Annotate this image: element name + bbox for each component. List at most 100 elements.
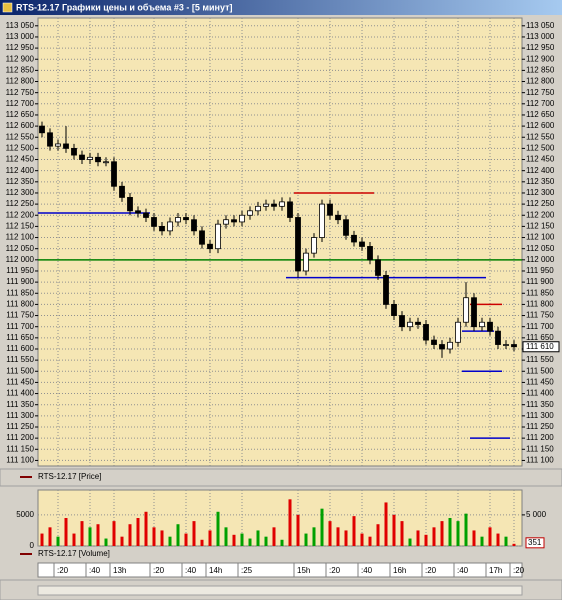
last-price-box — [522, 341, 560, 353]
y-tick-label: 111 200 — [526, 433, 554, 442]
volume-bar — [496, 533, 500, 546]
candle-body — [511, 344, 517, 348]
price-plot — [37, 17, 523, 467]
candle-body — [55, 143, 61, 147]
volume-bar — [112, 521, 116, 546]
window-title: RTS-12.17 Графики цены и объема #3 - [5 … — [16, 2, 233, 12]
candle-body — [335, 214, 341, 221]
candle-body — [303, 252, 309, 272]
volume-bar — [120, 536, 124, 546]
candle-body — [455, 321, 461, 343]
volume-bar — [504, 536, 508, 546]
title-bar[interactable] — [0, 0, 562, 15]
volume-bar — [336, 527, 340, 546]
candle-body — [423, 324, 429, 341]
volume-bar — [240, 533, 244, 546]
volume-bar — [248, 538, 252, 546]
volume-bar — [312, 527, 316, 546]
y-tick-label: 111 450 — [6, 378, 34, 387]
y-tick-label: 111 800 — [526, 300, 554, 309]
volume-bar — [288, 499, 292, 546]
y-tick-label: 112 750 — [6, 88, 35, 97]
y-tick-label: 111 300 — [6, 411, 34, 420]
window-icon — [2, 2, 13, 13]
candle-body — [479, 321, 485, 328]
x-tick-label: 14h — [209, 566, 222, 575]
y-tick-label: 112 150 — [526, 222, 555, 231]
y-tick-label: 111 800 — [6, 300, 34, 309]
y-tick-label: 112 100 — [6, 233, 35, 242]
y-tick-label: 111 300 — [526, 411, 554, 420]
volume-bar — [280, 539, 284, 546]
candle-body — [127, 197, 133, 212]
volume-bar — [488, 527, 492, 546]
candle-body — [103, 161, 109, 164]
y-tick-label: 111 700 — [526, 322, 554, 331]
y-tick-label: 112 650 — [6, 110, 35, 119]
volume-bar — [456, 521, 460, 546]
last-price-label: 111 610 — [526, 342, 554, 351]
candle-body — [407, 321, 413, 328]
y-tick-label: 112 150 — [6, 222, 35, 231]
candle-body — [143, 212, 149, 218]
y-tick-label: 112 350 — [526, 177, 555, 186]
y-tick-label: 111 900 — [6, 277, 34, 286]
candle-body — [471, 297, 477, 328]
y-tick-label: 111 950 — [526, 266, 554, 275]
candle-body — [399, 315, 405, 328]
y-tick-label: 112 000 — [6, 255, 35, 264]
volume-bar — [384, 502, 388, 546]
y-tick-label: 112 700 — [6, 99, 35, 108]
volume-bar — [272, 527, 276, 546]
y-tick-label: 112 500 — [526, 143, 555, 152]
x-tick-label: 13h — [113, 566, 126, 575]
y-tick-label: 111 650 — [526, 333, 554, 342]
volume-bar — [256, 530, 260, 546]
y-tick-label: 111 850 — [6, 288, 34, 297]
candle-body — [151, 217, 157, 227]
volume-bar — [88, 527, 92, 546]
volume-bar — [80, 521, 84, 546]
y-tick-label: 112 750 — [526, 88, 555, 97]
candle-body — [63, 143, 69, 149]
legend-label: RTS-12.17 [Price] — [38, 472, 101, 481]
volume-bar — [224, 527, 228, 546]
y-tick-label: 111 250 — [526, 422, 554, 431]
y-tick-label: 112 800 — [6, 77, 35, 86]
y-tick-label: 112 550 — [6, 132, 35, 141]
x-tick-label: 17h — [489, 566, 502, 575]
candle-body — [503, 344, 509, 346]
candle-body — [247, 210, 253, 216]
candle-body — [111, 161, 117, 187]
volume-bar — [200, 539, 204, 546]
y-tick-label: 111 750 — [6, 311, 34, 320]
x-tick-label: :25 — [241, 566, 253, 575]
volume-bar — [328, 521, 332, 546]
volume-bar — [160, 530, 164, 546]
y-tick-label: 111 150 — [6, 444, 34, 453]
volume-bar — [416, 530, 420, 546]
candle-body — [447, 341, 453, 350]
y-tick-label: 112 450 — [6, 155, 35, 164]
y-tick-label: 111 950 — [6, 266, 34, 275]
candle-body — [375, 259, 381, 276]
candle-body — [287, 201, 293, 218]
candle-body — [39, 125, 45, 134]
candle-body — [391, 304, 397, 316]
y-tick-label: 112 350 — [6, 177, 35, 186]
y-tick-label: 112 400 — [526, 166, 555, 175]
scroll-track[interactable] — [37, 585, 523, 596]
candle-body — [367, 246, 373, 261]
y-tick-label: 111 250 — [6, 422, 34, 431]
y-tick-label: 111 400 — [6, 389, 34, 398]
y-tick-label: 112 300 — [526, 188, 555, 197]
y-tick-label: 111 900 — [526, 277, 554, 286]
volume-bar — [192, 521, 196, 546]
volume-bar — [144, 511, 148, 546]
x-tick-label: :20 — [153, 566, 165, 575]
volume-bar — [40, 533, 44, 546]
volume-bar — [512, 543, 516, 546]
y-tick-label: 112 000 — [526, 255, 555, 264]
y-tick-label: 112 050 — [6, 244, 35, 253]
volume-bar — [184, 533, 188, 546]
